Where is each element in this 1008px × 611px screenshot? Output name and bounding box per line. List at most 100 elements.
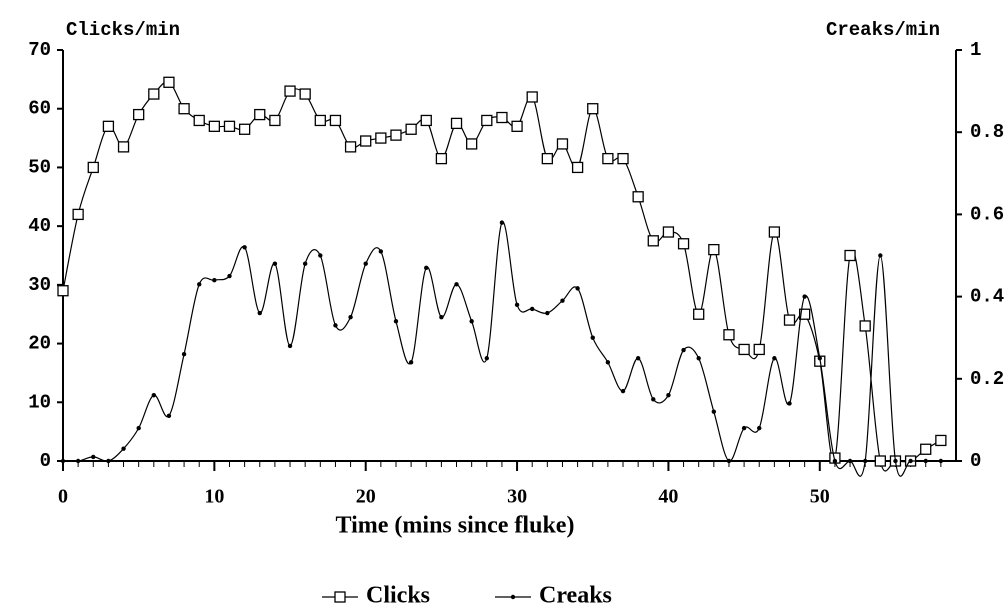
point (620, 388, 626, 394)
point (466, 138, 478, 150)
point (481, 114, 493, 127)
point (711, 409, 717, 414)
point (208, 120, 221, 132)
point (178, 103, 190, 115)
point (666, 393, 671, 398)
point (560, 298, 565, 303)
x-tick-label: 10 (204, 486, 224, 508)
y-tick-label: 20 (28, 333, 51, 355)
point (662, 226, 675, 238)
y-tick-label: 50 (28, 156, 51, 178)
point (408, 360, 414, 365)
y2-tick-label: 0.6 (970, 203, 1004, 225)
point (587, 103, 599, 115)
point (257, 310, 262, 316)
point (602, 152, 614, 165)
point (859, 320, 871, 332)
point (378, 249, 384, 254)
point (920, 443, 932, 455)
point (375, 132, 387, 144)
point (329, 114, 342, 127)
point (726, 458, 732, 464)
y2-tick-label: 0 (970, 450, 981, 472)
point (72, 208, 84, 221)
point (163, 76, 175, 88)
point (768, 226, 781, 238)
point (526, 91, 538, 103)
point (817, 356, 822, 361)
point (798, 308, 811, 320)
y2-tick-label: 0.4 (970, 286, 1004, 308)
point (272, 261, 278, 266)
point (60, 458, 66, 464)
legend-marker (334, 591, 346, 603)
point (117, 141, 130, 153)
point (223, 120, 236, 132)
legend-label: Creaks (539, 583, 612, 609)
point (284, 85, 296, 97)
point (348, 314, 353, 320)
point (496, 111, 508, 124)
x-tick-label: 50 (810, 486, 830, 508)
x-axis-title: Time (mins since fluke) (336, 513, 575, 539)
y2-axis-title: Creaks/min (826, 19, 940, 41)
point (844, 249, 856, 262)
point (693, 308, 705, 320)
point (530, 306, 535, 312)
point (862, 458, 868, 464)
point (181, 351, 187, 357)
point (75, 458, 81, 464)
point (102, 120, 115, 132)
y-tick-label: 40 (28, 215, 51, 237)
point (57, 285, 69, 297)
point (757, 425, 762, 431)
point (787, 401, 792, 406)
point (151, 393, 157, 398)
y2-tick-label: 0.8 (970, 121, 1004, 143)
point (393, 319, 399, 324)
point (938, 458, 944, 464)
point (783, 314, 796, 326)
legend-marker (510, 594, 516, 600)
point (121, 446, 126, 451)
point (571, 161, 584, 174)
series-line (62, 81, 942, 472)
point (681, 347, 686, 353)
y-axis-title: Clicks/min (66, 19, 180, 41)
point (166, 413, 172, 418)
point (541, 152, 553, 165)
point (133, 108, 145, 121)
point (590, 335, 595, 340)
point (363, 261, 368, 266)
point (299, 88, 311, 100)
point (741, 425, 747, 431)
x-tick-label: 30 (507, 486, 527, 508)
point (651, 397, 656, 402)
point (254, 108, 266, 121)
point (405, 123, 417, 135)
point (874, 455, 886, 467)
point (454, 282, 459, 287)
point (193, 114, 205, 127)
point (227, 273, 232, 279)
point (136, 425, 141, 431)
point (269, 114, 281, 127)
point (923, 458, 928, 464)
point (847, 458, 853, 464)
y2-tick-label: 1 (970, 39, 981, 61)
point (420, 114, 432, 127)
point (344, 141, 357, 153)
point (935, 434, 947, 447)
point (484, 356, 489, 361)
point (439, 314, 444, 320)
point (318, 253, 323, 258)
point (424, 265, 429, 271)
point (635, 356, 641, 361)
point (499, 220, 505, 225)
point (753, 343, 765, 356)
point (893, 458, 898, 464)
point (360, 135, 372, 147)
point (242, 245, 247, 250)
point (772, 356, 777, 361)
